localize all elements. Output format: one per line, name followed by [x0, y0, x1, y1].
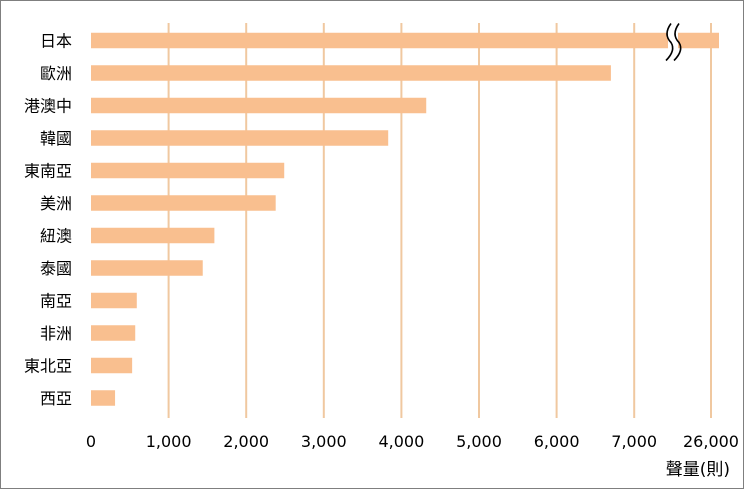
category-label: 非洲	[40, 324, 72, 343]
bar	[91, 32, 719, 49]
x-tick-labels: 0 1,000 2,000 3,000 4,000 5,000 6,000 7,000 26,0…	[86, 432, 739, 451]
category-label: 東南亞	[24, 162, 72, 181]
grid-lines	[167, 23, 712, 418]
category-label: 美洲	[40, 194, 72, 213]
category-label: 歐洲	[40, 64, 72, 83]
bar	[91, 227, 215, 244]
break-stroke	[665, 23, 674, 62]
x-tick-label: 26,000	[683, 432, 739, 451]
x-tick-label: 6,000	[534, 432, 580, 451]
break-stroke	[673, 23, 682, 62]
bars	[91, 32, 719, 406]
category-label: 紐澳	[40, 227, 72, 246]
axis-break-mark	[665, 23, 682, 62]
x-tick-label: 7,000	[611, 432, 657, 451]
bar	[91, 130, 389, 146]
break-gap	[668, 24, 678, 57]
bar	[91, 162, 285, 179]
bar	[91, 292, 137, 309]
category-label: 韓國	[40, 129, 72, 148]
bar	[91, 325, 136, 341]
x-tick-label: 4,000	[378, 432, 424, 451]
category-label: 日本	[40, 32, 72, 51]
category-label: 南亞	[40, 292, 72, 311]
category-label: 港澳中	[24, 97, 72, 116]
bar	[91, 357, 133, 374]
x-tick-label: 1,000	[146, 432, 192, 451]
category-label: 東北亞	[24, 357, 72, 376]
bar	[91, 260, 203, 276]
category-label: 泰國	[40, 259, 72, 278]
bar	[91, 65, 611, 81]
x-axis-title: 聲量(則)	[666, 460, 730, 480]
x-tick-label: 3,000	[301, 432, 347, 451]
bar	[91, 195, 276, 211]
x-tick-label: 5,000	[456, 432, 502, 451]
category-label: 西亞	[40, 389, 72, 408]
bar	[91, 390, 116, 406]
x-tick-label: 0	[86, 432, 96, 451]
bar	[91, 97, 427, 114]
x-tick-label: 2,000	[223, 432, 269, 451]
